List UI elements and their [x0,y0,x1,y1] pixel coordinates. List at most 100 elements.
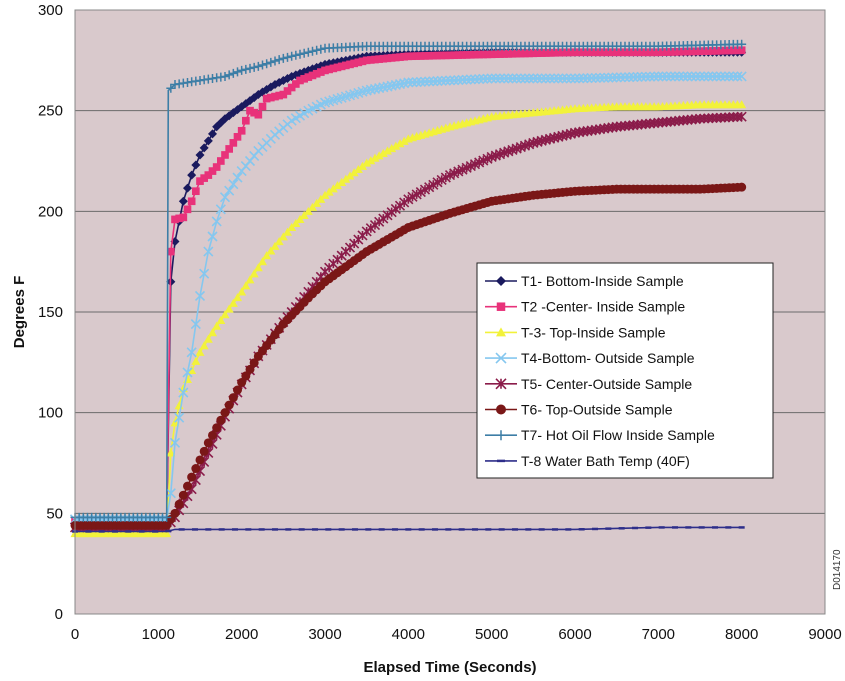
data-point [629,48,638,57]
data-point [728,71,739,82]
data-point [465,74,476,85]
data-point [391,141,401,150]
data-point [333,63,342,72]
data-point [590,72,601,84]
data-point [654,48,663,57]
data-point [571,48,579,57]
data-point [400,52,408,61]
data-point [665,71,676,82]
data-point [246,106,254,115]
data-point [192,187,200,196]
data-point [542,49,550,57]
data-point [187,170,197,180]
data-point [511,73,522,84]
data-point [237,377,247,387]
data-point [233,67,242,77]
data-point [628,71,639,83]
data-point [494,73,506,84]
data-point [249,62,259,72]
data-point [220,408,230,418]
data-point [407,77,418,88]
data-point [417,52,425,60]
data-point [358,57,367,66]
data-point [174,499,184,509]
data-point [208,430,217,440]
data-point [646,48,654,57]
data-point [271,92,279,101]
data-point [712,47,721,55]
data-point [317,68,325,76]
data-point [625,48,633,57]
data-point [499,73,510,84]
data-point [512,49,521,58]
data-point [165,488,176,499]
data-point [495,352,507,364]
x-tick-label: 1000 [142,626,175,643]
data-point [228,68,238,78]
data-point [565,73,576,84]
data-point [550,48,558,57]
data-point [578,73,589,84]
x-tick-label: 5000 [475,626,508,643]
data-point [208,328,217,337]
data-point [637,48,646,57]
data-point [366,156,376,165]
data-point [232,172,243,183]
data-point [669,71,681,82]
data-point [737,100,747,109]
data-point [579,48,588,57]
legend-item: T1- Bottom-Inside Sample [485,273,684,289]
x-axis-title: Elapsed Time (Seconds) [363,659,536,676]
data-point [358,161,367,170]
data-point [233,385,242,395]
data-point [383,146,392,155]
data-point [667,48,675,56]
legend-box [476,262,774,479]
data-point [291,50,301,60]
data-point [166,448,176,457]
data-point [258,60,267,70]
legend-item: T-8 Water Bath Temp (40F) [485,453,690,469]
data-point [204,171,213,179]
data-point [287,83,296,92]
data-point [241,281,251,290]
data-point [266,57,276,67]
data-point [561,73,572,84]
data-point [733,46,742,55]
data-point [253,61,263,71]
data-point [237,287,247,296]
data-point [350,59,358,68]
data-point [378,148,388,157]
data-point [474,73,485,85]
data-point [274,237,284,246]
data-point [170,508,180,518]
data-point [278,53,288,63]
data-point [303,47,313,57]
data-point [657,71,668,82]
data-point [245,364,255,374]
x-tick-label: 8000 [725,626,758,643]
data-point [203,246,214,257]
data-point [212,321,222,330]
data-point [583,48,592,57]
series-line [75,526,742,533]
data-point [432,76,443,87]
data-point [607,72,618,83]
data-point [599,72,610,83]
data-point [199,268,210,279]
data-point [287,51,297,61]
legend-label: T7- Hot Oil Flow Inside Sample [521,427,715,443]
series-group [70,100,747,538]
data-point [687,47,696,56]
data-point [661,71,672,82]
data-point [575,48,583,57]
data-point [162,528,172,538]
data-point [304,73,313,81]
data-point [237,126,246,135]
legend-label: T5- Center-Outside Sample [521,376,692,392]
data-point [241,371,251,381]
data-point [175,214,183,223]
series-layer [69,39,747,538]
data-point [174,412,185,423]
data-point [717,46,725,55]
